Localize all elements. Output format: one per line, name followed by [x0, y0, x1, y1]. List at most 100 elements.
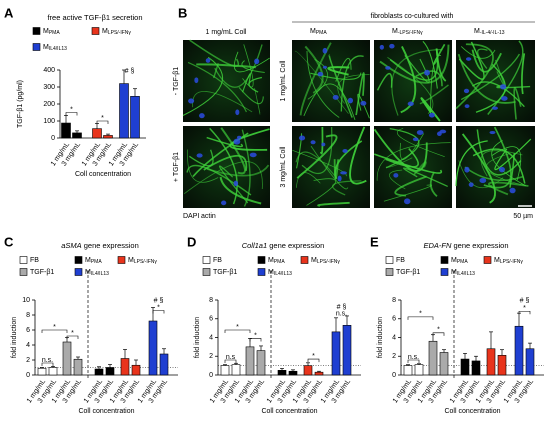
- column-label: 1 mg/mL Coll: [206, 29, 247, 36]
- bar: [414, 364, 424, 376]
- actin-fiber: [491, 146, 522, 181]
- legend-label-sub: LPS/-IFNγ: [134, 259, 158, 265]
- legend-swatch: [74, 256, 83, 264]
- actin-fiber: [399, 133, 425, 160]
- x-axis-label: Coll concentration: [261, 408, 317, 415]
- actin-fiber: [455, 140, 488, 187]
- significance-bracket: [65, 112, 78, 116]
- actin-fiber: [487, 40, 524, 115]
- nucleus: [489, 130, 496, 135]
- significance-bracket: [307, 358, 320, 363]
- legend-label-main: M: [451, 257, 457, 264]
- actin-fiber: [471, 81, 525, 108]
- legend-swatch: [19, 256, 28, 264]
- actin-fiber: [394, 175, 427, 197]
- nucleus: [196, 153, 203, 158]
- actin-fiber: [303, 83, 356, 121]
- actin-fiber: [460, 46, 496, 59]
- legend-label-main: M: [102, 28, 108, 35]
- bar: [288, 370, 298, 376]
- panel-letter: E: [370, 234, 379, 249]
- bar: [471, 360, 481, 376]
- bar: [159, 353, 169, 376]
- legend-swatch: [483, 256, 492, 264]
- scale-label: 50 µm: [513, 213, 533, 220]
- actin-fiber: [376, 142, 451, 181]
- nucleus: [322, 47, 328, 54]
- nucleus: [498, 166, 506, 173]
- actin-fiber: [419, 84, 449, 105]
- actin-fiber: [242, 44, 254, 88]
- y-tick-label: 2: [209, 353, 213, 360]
- actin-fiber: [349, 126, 367, 185]
- significance-label: *: [101, 115, 104, 122]
- nucleus: [205, 58, 211, 63]
- nucleus: [310, 140, 316, 145]
- nucleus: [463, 88, 470, 94]
- nucleus: [199, 113, 205, 119]
- legend-label-main: M: [43, 28, 49, 35]
- nucleus: [509, 187, 516, 194]
- nucleus: [340, 171, 347, 175]
- y-tick-label: 4: [392, 334, 396, 341]
- y-tick-label: 8: [392, 297, 396, 304]
- legend-label-main: TGF-β1: [213, 269, 237, 276]
- legend-label: MPMA: [268, 257, 285, 265]
- bar: [303, 365, 313, 376]
- actin-fiber: [319, 126, 324, 155]
- bar: [403, 365, 413, 376]
- nucleus: [412, 137, 419, 142]
- legend-label-sub: LPS/-IFNγ: [317, 259, 341, 265]
- legend-label-main: FB: [396, 257, 405, 264]
- y-tick-label: 100: [43, 118, 55, 125]
- column-label-sub: PMA: [316, 30, 328, 36]
- actin-fiber: [376, 72, 393, 91]
- significance-label: *: [437, 327, 440, 334]
- y-tick-label: 400: [43, 67, 55, 74]
- bar: [314, 371, 324, 376]
- legend-swatch: [32, 27, 41, 35]
- nucleus: [298, 135, 306, 141]
- legend-label-main: M: [268, 257, 274, 264]
- significance-label: *: [236, 324, 239, 331]
- actin-fiber: [491, 140, 526, 187]
- actin-fiber: [475, 64, 506, 113]
- y-tick-label: 8: [209, 297, 213, 304]
- x-axis-label: Coll concentration: [444, 408, 500, 415]
- nucleus: [188, 98, 195, 104]
- actin-fiber: [295, 151, 338, 179]
- nucleus: [393, 173, 399, 178]
- nucleus: [347, 97, 354, 104]
- significance-bracket: [41, 362, 54, 366]
- legend-swatch: [202, 256, 211, 264]
- y-axis-label: TGF-β1 (pg/ml): [17, 80, 24, 128]
- y-tick-label: 4: [209, 334, 213, 341]
- bar: [130, 96, 140, 139]
- bar: [486, 348, 496, 376]
- actin-fiber: [306, 178, 336, 206]
- legend-label: MPMA: [85, 257, 102, 265]
- nucleus: [500, 96, 508, 101]
- significance-bracket: [96, 120, 109, 124]
- nucleus: [220, 200, 227, 206]
- micrograph: [292, 40, 370, 122]
- significance-label: *: [312, 353, 315, 360]
- actin-fiber: [206, 164, 270, 177]
- bar: [62, 341, 72, 376]
- legend-label-sub: IL4/IL13: [457, 271, 475, 277]
- actin-fiber: [296, 133, 303, 169]
- actin-fiber: [233, 51, 270, 73]
- panel-letter: B: [178, 5, 187, 20]
- panel-letter: C: [4, 234, 14, 249]
- bar: [92, 128, 102, 139]
- legend-label-main: FB: [30, 257, 39, 264]
- legend-label-sub: IL4/IL13: [49, 46, 67, 52]
- legend-label: MLPS/-IFNγ: [102, 28, 131, 36]
- panel-letter: A: [4, 5, 14, 20]
- actin-fiber: [218, 165, 249, 204]
- actin-fiber: [403, 167, 448, 187]
- y-tick-label: 8: [26, 312, 30, 319]
- actin-fiber: [383, 184, 433, 202]
- legend-swatch: [385, 256, 394, 264]
- legend-label: MIL4/IL13: [85, 269, 109, 277]
